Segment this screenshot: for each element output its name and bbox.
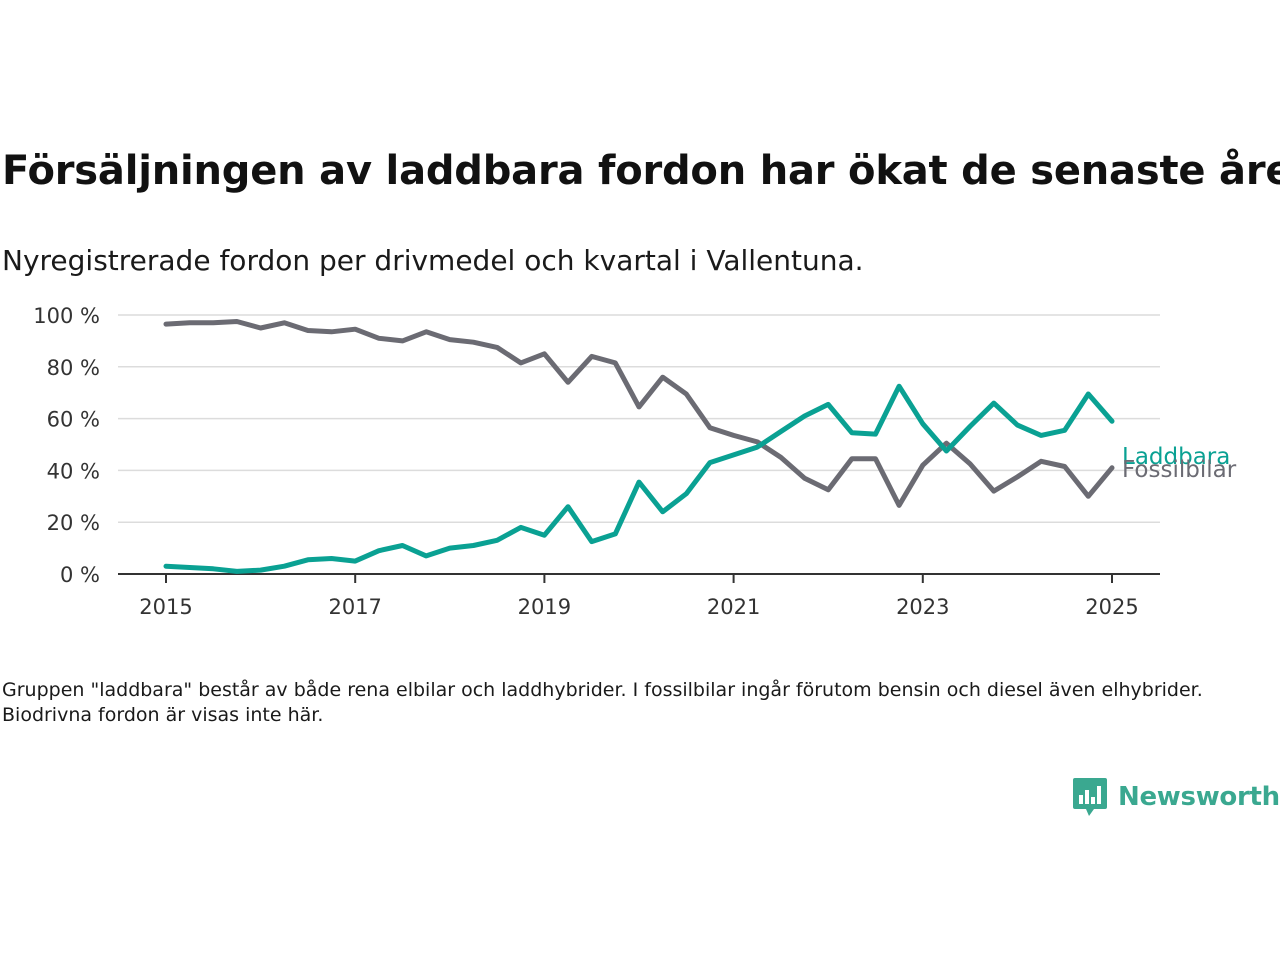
x-axis: 2015 2017 2019 2021 2023 2025 [118, 573, 1160, 619]
x-tick-label: 2025 [1085, 595, 1138, 619]
series-label-laddbara: Laddbara [1122, 444, 1230, 470]
brand-name: Newsworthy [1118, 782, 1280, 812]
footnote: Gruppen "laddbara" består av både rena e… [2, 679, 1203, 726]
y-axis-ticks: 0 % 20 % 40 % 60 % 80 % 100 % [33, 304, 100, 587]
y-tick-label: 20 % [47, 511, 100, 535]
x-tick-label: 2023 [896, 595, 949, 619]
y-tick-label: 60 % [47, 408, 100, 432]
series-line-laddbara [163, 383, 1115, 574]
x-tick-label: 2021 [707, 595, 760, 619]
chart-subtitle: Nyregistrerade fordon per drivmedel och … [2, 244, 864, 277]
y-tick-label: 100 % [33, 304, 100, 328]
series-line-fossilbilar [163, 319, 1115, 508]
y-tick-label: 80 % [47, 356, 100, 380]
chart-title: Försäljningen av laddbara fordon har öka… [2, 148, 1280, 194]
series-lines [163, 319, 1115, 574]
newsworthy-logo-icon [1073, 778, 1107, 816]
x-tick-label: 2017 [328, 595, 381, 619]
line-chart: 0 % 20 % 40 % 60 % 80 % 100 % 2015 2017 2019 202… [33, 304, 1237, 619]
x-tick-label: 2015 [139, 595, 192, 619]
x-tick-label: 2019 [518, 595, 571, 619]
y-tick-label: 0 % [60, 563, 100, 587]
y-tick-label: 40 % [47, 459, 100, 483]
series-label-fossilbilar: Fossilbilar [1122, 457, 1237, 483]
brand-logo[interactable]: Newsworthy [1072, 776, 1280, 818]
gridlines [118, 314, 1160, 523]
